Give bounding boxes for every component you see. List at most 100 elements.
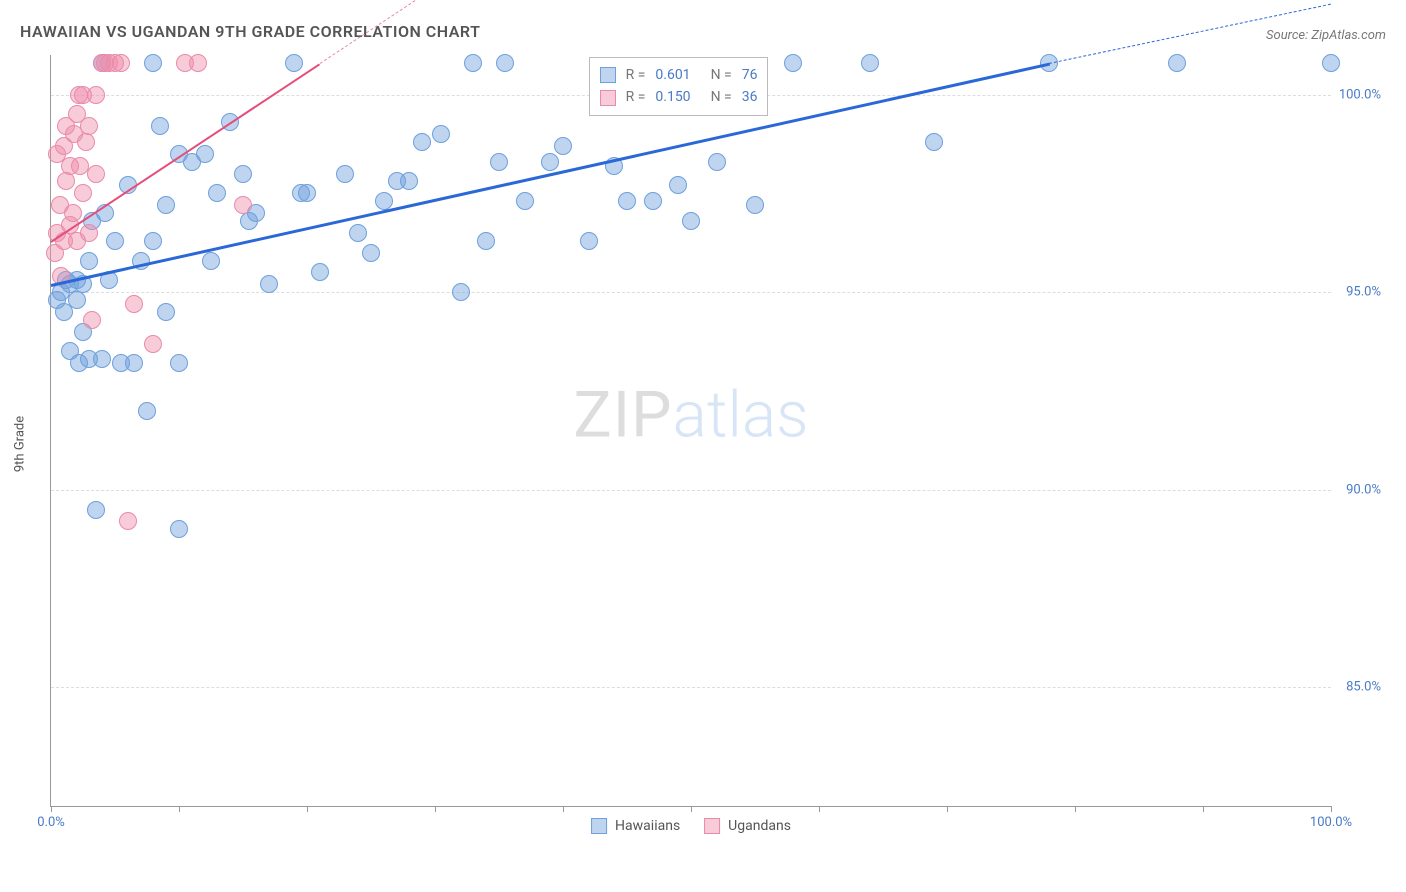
data-point: [400, 172, 418, 190]
chart-title: HAWAIIAN VS UGANDAN 9TH GRADE CORRELATIO…: [20, 22, 480, 41]
gridline: [51, 490, 1331, 491]
data-point: [189, 54, 207, 72]
data-point: [669, 176, 687, 194]
data-point: [80, 224, 98, 242]
data-point: [336, 165, 354, 183]
data-point: [87, 501, 105, 519]
data-point: [477, 232, 495, 250]
n-value: 76: [742, 64, 758, 86]
x-tick: [1331, 806, 1332, 812]
legend-label: Hawaiians: [615, 818, 680, 834]
data-point: [112, 54, 130, 72]
data-point: [93, 350, 111, 368]
n-value: 36: [742, 86, 758, 108]
legend-swatch: [704, 818, 720, 834]
chart-container: 9th Grade ZIPatlas 85.0%90.0%95.0%100.0%…: [50, 55, 1386, 832]
data-point: [170, 354, 188, 372]
data-point: [618, 192, 636, 210]
data-point: [784, 54, 802, 72]
r-value: 0.150: [655, 86, 690, 108]
source-attribution: Source: ZipAtlas.com: [1266, 28, 1386, 43]
data-point: [74, 184, 92, 202]
r-label: R =: [626, 86, 646, 108]
y-axis-label: 9th Grade: [13, 415, 28, 471]
y-tick-label: 100.0%: [1336, 87, 1381, 102]
data-point: [208, 184, 226, 202]
data-point: [119, 512, 137, 530]
data-point: [106, 232, 124, 250]
y-tick-label: 85.0%: [1336, 680, 1381, 695]
data-point: [202, 252, 220, 270]
plot-area: ZIPatlas 85.0%90.0%95.0%100.0%0.0%100.0%…: [50, 55, 1331, 807]
data-point: [516, 192, 534, 210]
watermark: ZIPatlas: [573, 378, 808, 453]
data-point: [80, 117, 98, 135]
gridline: [51, 292, 1331, 293]
stats-row: R = 0.601 N = 76: [600, 64, 758, 86]
x-tick-label: 0.0%: [37, 815, 65, 830]
y-tick-label: 90.0%: [1336, 482, 1381, 497]
data-point: [170, 520, 188, 538]
r-label: R =: [626, 64, 646, 86]
data-point: [861, 54, 879, 72]
data-point: [375, 192, 393, 210]
data-point: [87, 165, 105, 183]
data-point: [746, 196, 764, 214]
x-tick: [179, 806, 180, 812]
data-point: [68, 291, 86, 309]
n-label: N =: [711, 86, 732, 108]
data-point: [362, 244, 380, 262]
x-tick-label: 100.0%: [1310, 815, 1352, 830]
x-tick: [435, 806, 436, 812]
x-tick: [307, 806, 308, 812]
data-point: [144, 54, 162, 72]
x-tick: [691, 806, 692, 812]
data-point: [432, 125, 450, 143]
data-point: [541, 153, 559, 171]
data-point: [125, 354, 143, 372]
legend-item: Hawaiians: [591, 818, 680, 834]
data-point: [234, 196, 252, 214]
data-point: [644, 192, 662, 210]
watermark-atlas: atlas: [673, 378, 809, 453]
data-point: [490, 153, 508, 171]
data-point: [1168, 54, 1186, 72]
data-point: [1322, 54, 1340, 72]
stats-row: R = 0.150 N = 36: [600, 86, 758, 108]
x-tick: [947, 806, 948, 812]
data-point: [196, 145, 214, 163]
legend-item: Ugandans: [704, 818, 791, 834]
x-tick: [1203, 806, 1204, 812]
legend-label: Ugandans: [728, 818, 791, 834]
bottom-legend: Hawaiians Ugandans: [591, 818, 791, 834]
watermark-zip: ZIP: [573, 378, 672, 453]
y-tick-label: 95.0%: [1336, 285, 1381, 300]
data-point: [554, 137, 572, 155]
x-tick: [51, 806, 52, 812]
x-tick: [563, 806, 564, 812]
n-label: N =: [711, 64, 732, 86]
series-swatch: [600, 90, 616, 106]
data-point: [925, 133, 943, 151]
data-point: [144, 232, 162, 250]
x-tick: [819, 806, 820, 812]
data-point: [157, 303, 175, 321]
data-point: [83, 311, 101, 329]
data-point: [234, 165, 252, 183]
data-point: [87, 86, 105, 104]
data-point: [64, 204, 82, 222]
trend-line: [51, 63, 1050, 287]
data-point: [77, 133, 95, 151]
r-value: 0.601: [655, 64, 690, 86]
x-tick: [1075, 806, 1076, 812]
data-point: [580, 232, 598, 250]
gridline: [51, 687, 1331, 688]
data-point: [464, 54, 482, 72]
data-point: [413, 133, 431, 151]
data-point: [311, 263, 329, 281]
data-point: [285, 54, 303, 72]
data-point: [452, 283, 470, 301]
data-point: [260, 275, 278, 293]
data-point: [80, 252, 98, 270]
data-point: [144, 335, 162, 353]
